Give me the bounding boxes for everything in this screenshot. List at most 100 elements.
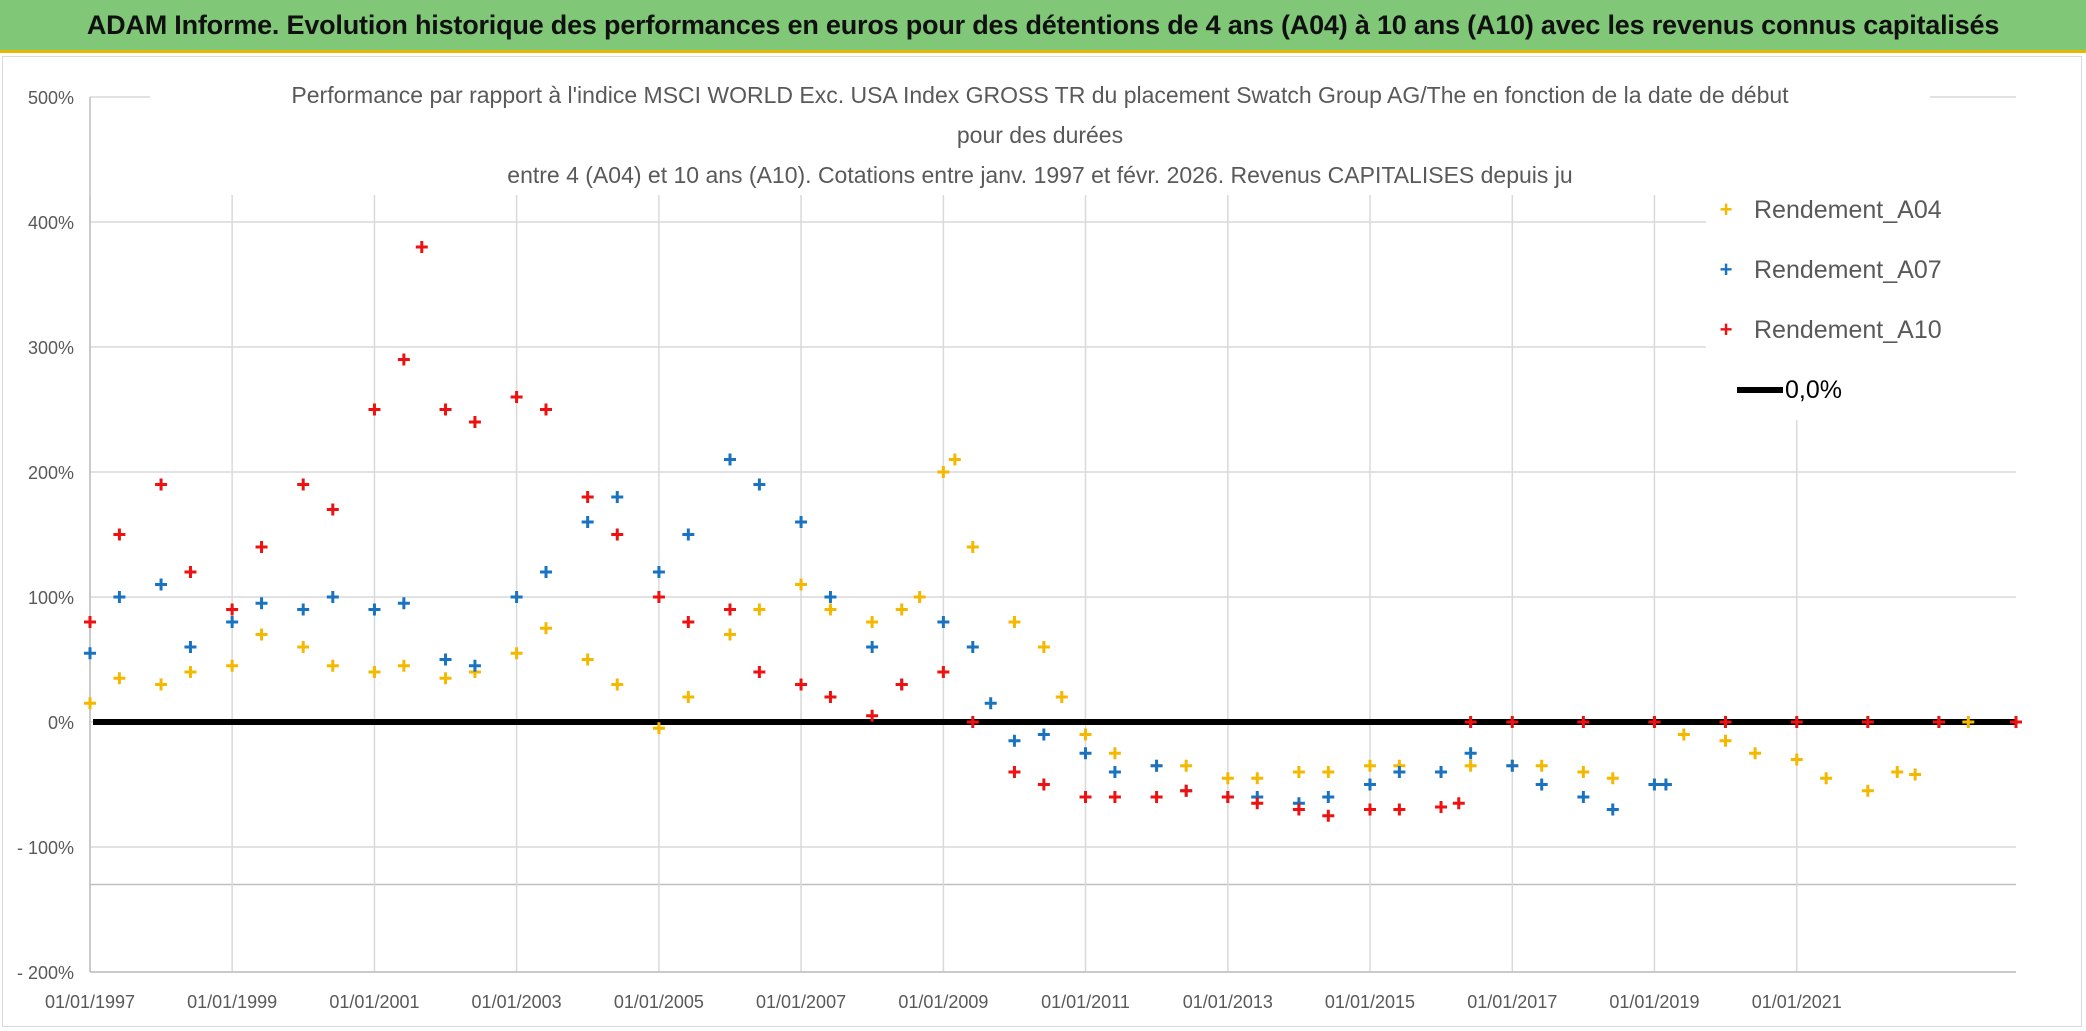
- data-point: [397, 659, 410, 672]
- data-point: [255, 597, 268, 610]
- data-point: [297, 641, 310, 653]
- chart-title-line-2: pour des durées: [150, 122, 1930, 149]
- data-point: [866, 709, 879, 722]
- data-point: [581, 491, 594, 503]
- data-point: [1648, 778, 1661, 791]
- data-point: [510, 647, 523, 660]
- data-point: [1363, 803, 1376, 816]
- x-tick-label: 01/01/2011: [1041, 992, 1130, 1012]
- x-tick-label: 01/01/2013: [1183, 992, 1273, 1012]
- data-point: [113, 528, 126, 541]
- data-point: [1079, 791, 1092, 803]
- data-point: [84, 616, 96, 628]
- data-point: [1180, 784, 1193, 797]
- data-point: [1506, 759, 1519, 772]
- plus-marker-icon: +: [1719, 317, 1733, 342]
- data-point: [948, 453, 961, 466]
- data-point: [1464, 716, 1477, 728]
- data-point: [1251, 772, 1264, 785]
- legend-label: Rendement_A10: [1754, 315, 1942, 344]
- data-point: [795, 678, 808, 691]
- x-tick-label: 01/01/2017: [1467, 992, 1557, 1012]
- x-tick-label: 01/01/2003: [472, 992, 562, 1012]
- series-rendement-a07: [84, 453, 1672, 816]
- data-point: [226, 616, 239, 628]
- data-point: [1464, 759, 1477, 772]
- data-point: [1393, 803, 1406, 816]
- data-point: [113, 672, 126, 685]
- data-point: [510, 591, 523, 603]
- data-point: [611, 678, 624, 691]
- data-point: [539, 566, 552, 578]
- plus-marker-icon: +: [1719, 197, 1733, 222]
- data-point: [1292, 803, 1305, 816]
- data-point: [1891, 766, 1904, 778]
- data-point: [913, 591, 926, 603]
- legend-item-a10: + Rendement_A10: [1706, 310, 1942, 350]
- data-point: [1909, 768, 1922, 781]
- data-point: [2010, 716, 2022, 728]
- data-point: [297, 478, 310, 491]
- data-point: [397, 353, 410, 366]
- x-tick-label: 01/01/2021: [1752, 992, 1842, 1012]
- data-point: [1079, 728, 1092, 741]
- data-point: [326, 503, 339, 516]
- data-point: [1393, 766, 1406, 778]
- data-point: [1037, 641, 1050, 653]
- data-point: [1749, 747, 1762, 760]
- chart-title-line-3: entre 4 (A04) et 10 ans (A10). Cotations…: [150, 162, 1930, 189]
- data-point: [1820, 772, 1833, 785]
- data-point: [753, 603, 766, 616]
- data-point: [1322, 791, 1335, 803]
- line-marker-icon: [1737, 387, 1783, 393]
- data-point: [682, 691, 695, 703]
- legend-label: Rendement_A04: [1754, 195, 1942, 224]
- data-point: [1790, 716, 1803, 728]
- data-point: [468, 659, 481, 672]
- data-point: [184, 566, 197, 578]
- data-point: [155, 578, 168, 591]
- data-point: [1962, 716, 1975, 728]
- x-tick-label: 01/01/2015: [1325, 992, 1415, 1012]
- data-point: [1677, 728, 1690, 741]
- legend-item-a07: + Rendement_A07: [1706, 250, 1942, 290]
- data-point: [652, 566, 665, 578]
- y-tick-label: 100%: [28, 588, 74, 608]
- chart-frame: [2, 56, 2082, 1027]
- data-point: [1150, 759, 1163, 772]
- data-point: [1606, 772, 1619, 785]
- y-tick-label: 500%: [28, 88, 74, 108]
- data-point: [1506, 716, 1519, 728]
- data-point: [1861, 716, 1874, 728]
- data-point: [1648, 716, 1661, 728]
- x-tick-label: 01/01/2007: [756, 992, 846, 1012]
- data-point: [368, 666, 381, 678]
- x-tick-label: 01/01/1997: [45, 992, 135, 1012]
- data-point: [1108, 791, 1121, 803]
- y-tick-label: - 100%: [17, 838, 74, 858]
- legend-item-zero-line: 0,0%: [1737, 370, 1842, 410]
- data-point: [795, 516, 808, 528]
- data-point: [326, 591, 339, 603]
- data-point: [1719, 716, 1732, 728]
- data-point: [966, 641, 979, 653]
- data-point: [84, 697, 96, 710]
- data-point: [84, 647, 96, 660]
- data-point: [824, 603, 837, 616]
- y-tick-label: - 200%: [17, 963, 74, 983]
- data-point: [866, 641, 879, 653]
- y-tick-label: 300%: [28, 338, 74, 358]
- data-point: [1535, 778, 1548, 791]
- data-point: [510, 391, 523, 403]
- data-point: [1577, 791, 1590, 803]
- legend-label: 0,0%: [1785, 375, 1842, 404]
- data-point: [1008, 766, 1021, 778]
- report-banner-title: ADAM Informe. Evolution historique des p…: [0, 0, 2086, 53]
- data-point: [1932, 716, 1945, 728]
- data-point: [1861, 784, 1874, 797]
- data-point: [1180, 759, 1193, 772]
- data-point: [1322, 766, 1335, 778]
- data-point: [255, 541, 268, 553]
- data-point: [297, 603, 310, 616]
